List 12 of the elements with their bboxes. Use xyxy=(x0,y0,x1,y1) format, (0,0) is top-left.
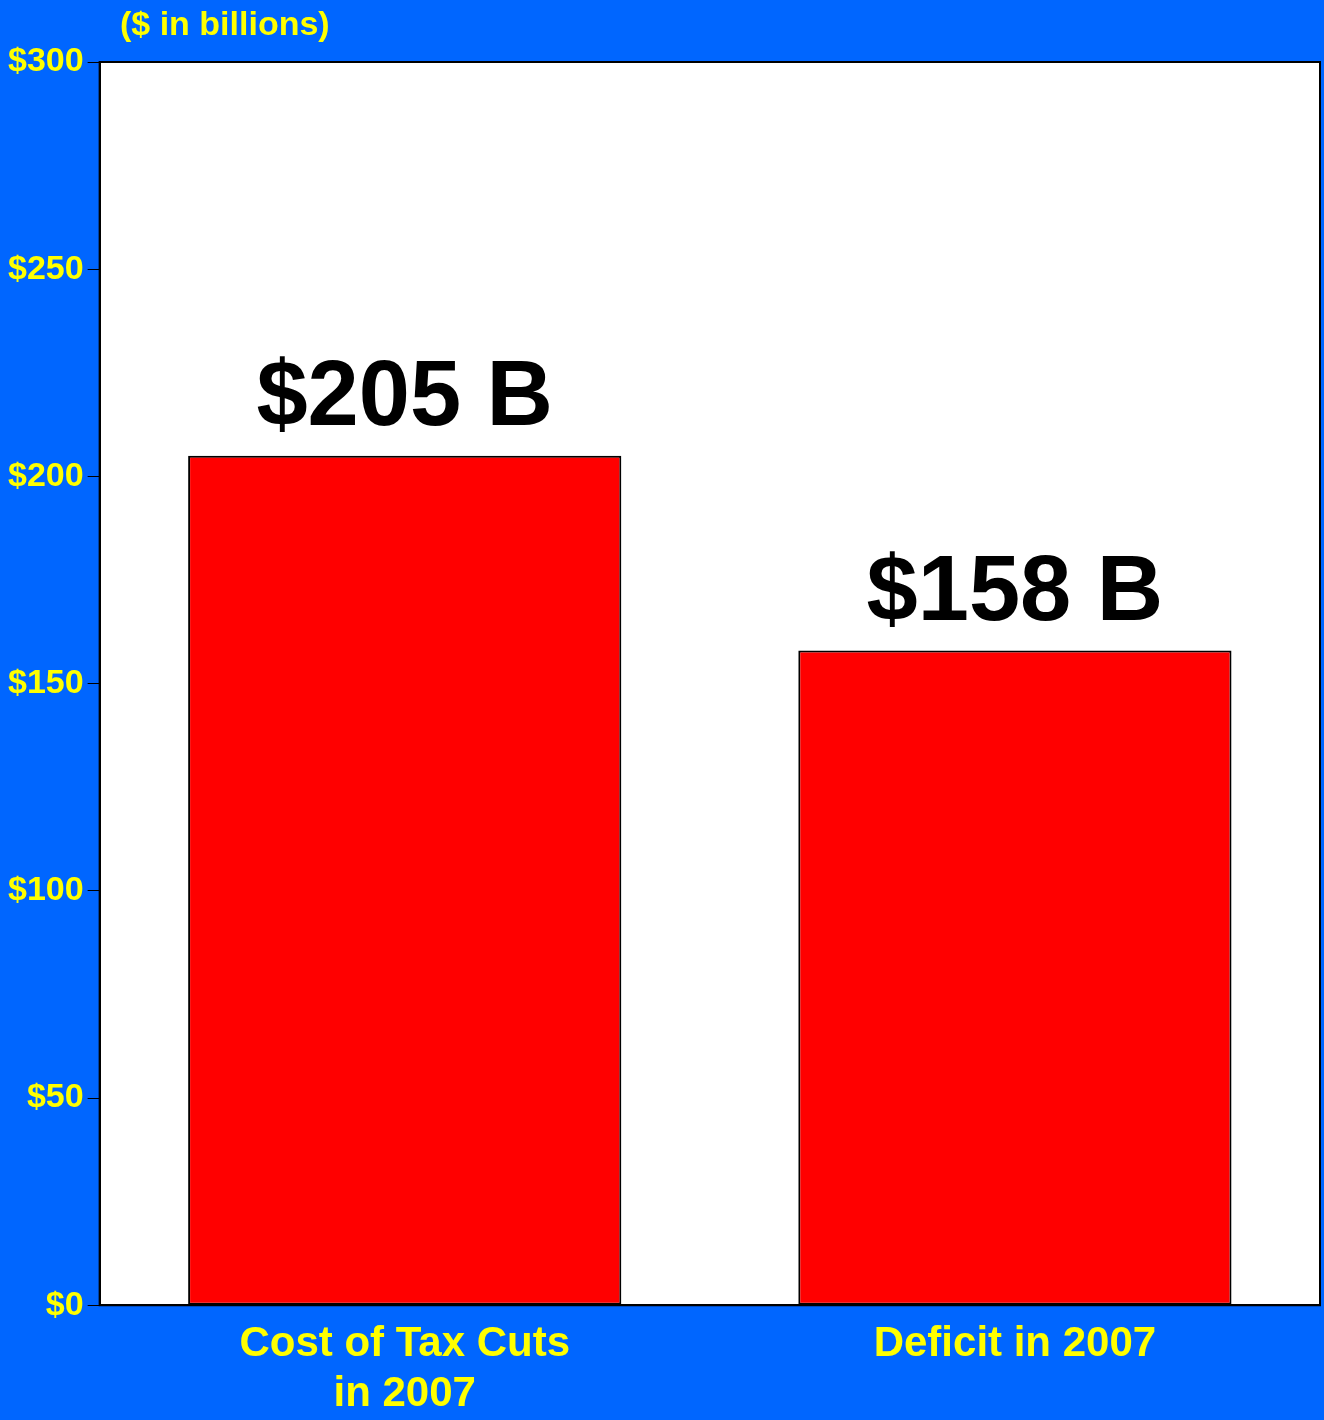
y-tick-label: $0 xyxy=(45,1283,84,1322)
y-tick-label: $300 xyxy=(8,40,84,79)
data-label: $205 B xyxy=(256,342,554,445)
data-label: $158 B xyxy=(866,536,1164,639)
x-tick-label: Deficit in 2007 xyxy=(873,1317,1157,1365)
y-tick-label: $50 xyxy=(26,1076,84,1115)
y-axis-title: ($ in billions) xyxy=(120,4,330,43)
y-tick-label: $100 xyxy=(8,869,84,908)
y-tick-label: $250 xyxy=(8,247,84,286)
x-tick-label: Cost of Tax Cuts in 2007 xyxy=(239,1317,571,1416)
y-tick-label: $200 xyxy=(8,454,84,493)
y-tick-label: $150 xyxy=(8,661,84,700)
